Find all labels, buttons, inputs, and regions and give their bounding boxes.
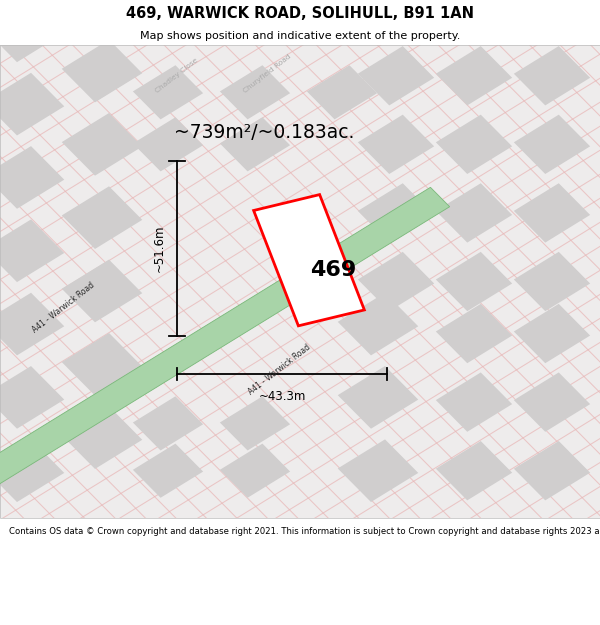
- Text: Chadley Close: Chadley Close: [155, 58, 199, 94]
- Polygon shape: [514, 183, 590, 243]
- Polygon shape: [338, 366, 418, 429]
- Polygon shape: [220, 118, 290, 171]
- Polygon shape: [514, 441, 590, 501]
- Text: Map shows position and indicative extent of the property.: Map shows position and indicative extent…: [140, 31, 460, 41]
- Polygon shape: [514, 114, 590, 174]
- Text: Contains OS data © Crown copyright and database right 2021. This information is : Contains OS data © Crown copyright and d…: [9, 526, 600, 536]
- Polygon shape: [62, 39, 142, 102]
- Polygon shape: [0, 72, 64, 136]
- Polygon shape: [358, 183, 434, 243]
- Text: ~739m²/~0.183ac.: ~739m²/~0.183ac.: [174, 123, 354, 142]
- Polygon shape: [0, 188, 449, 527]
- Text: 469: 469: [310, 259, 356, 279]
- Polygon shape: [0, 0, 64, 62]
- Polygon shape: [358, 252, 434, 311]
- Polygon shape: [514, 304, 590, 363]
- Polygon shape: [436, 441, 512, 501]
- Polygon shape: [436, 372, 512, 432]
- Text: A41 - Warwick Road: A41 - Warwick Road: [246, 342, 312, 396]
- Polygon shape: [307, 65, 377, 119]
- Polygon shape: [220, 444, 290, 498]
- Text: ~51.6m: ~51.6m: [153, 224, 166, 272]
- Text: 469, WARWICK ROAD, SOLIHULL, B91 1AN: 469, WARWICK ROAD, SOLIHULL, B91 1AN: [126, 6, 474, 21]
- Polygon shape: [436, 114, 512, 174]
- Polygon shape: [0, 439, 64, 502]
- Polygon shape: [358, 114, 434, 174]
- Polygon shape: [133, 396, 203, 451]
- Text: Churyfield Road: Churyfield Road: [242, 53, 292, 94]
- Polygon shape: [436, 183, 512, 243]
- Polygon shape: [0, 219, 64, 282]
- Polygon shape: [133, 444, 203, 498]
- Polygon shape: [133, 118, 203, 171]
- Text: A41 - Warwick Road: A41 - Warwick Road: [30, 281, 96, 335]
- Polygon shape: [358, 46, 434, 106]
- Polygon shape: [62, 333, 142, 396]
- Polygon shape: [62, 406, 142, 469]
- Polygon shape: [220, 65, 290, 119]
- Polygon shape: [62, 259, 142, 322]
- Polygon shape: [0, 366, 64, 429]
- Polygon shape: [514, 372, 590, 432]
- Polygon shape: [338, 439, 418, 502]
- Polygon shape: [514, 252, 590, 311]
- Polygon shape: [338, 292, 418, 356]
- Polygon shape: [62, 186, 142, 249]
- Polygon shape: [0, 146, 64, 209]
- Polygon shape: [436, 46, 512, 106]
- Polygon shape: [254, 194, 364, 326]
- Polygon shape: [133, 65, 203, 119]
- Text: ~43.3m: ~43.3m: [259, 390, 305, 403]
- Polygon shape: [514, 46, 590, 106]
- Polygon shape: [220, 396, 290, 451]
- Polygon shape: [0, 292, 64, 356]
- Polygon shape: [436, 304, 512, 363]
- Polygon shape: [436, 252, 512, 311]
- Polygon shape: [62, 113, 142, 176]
